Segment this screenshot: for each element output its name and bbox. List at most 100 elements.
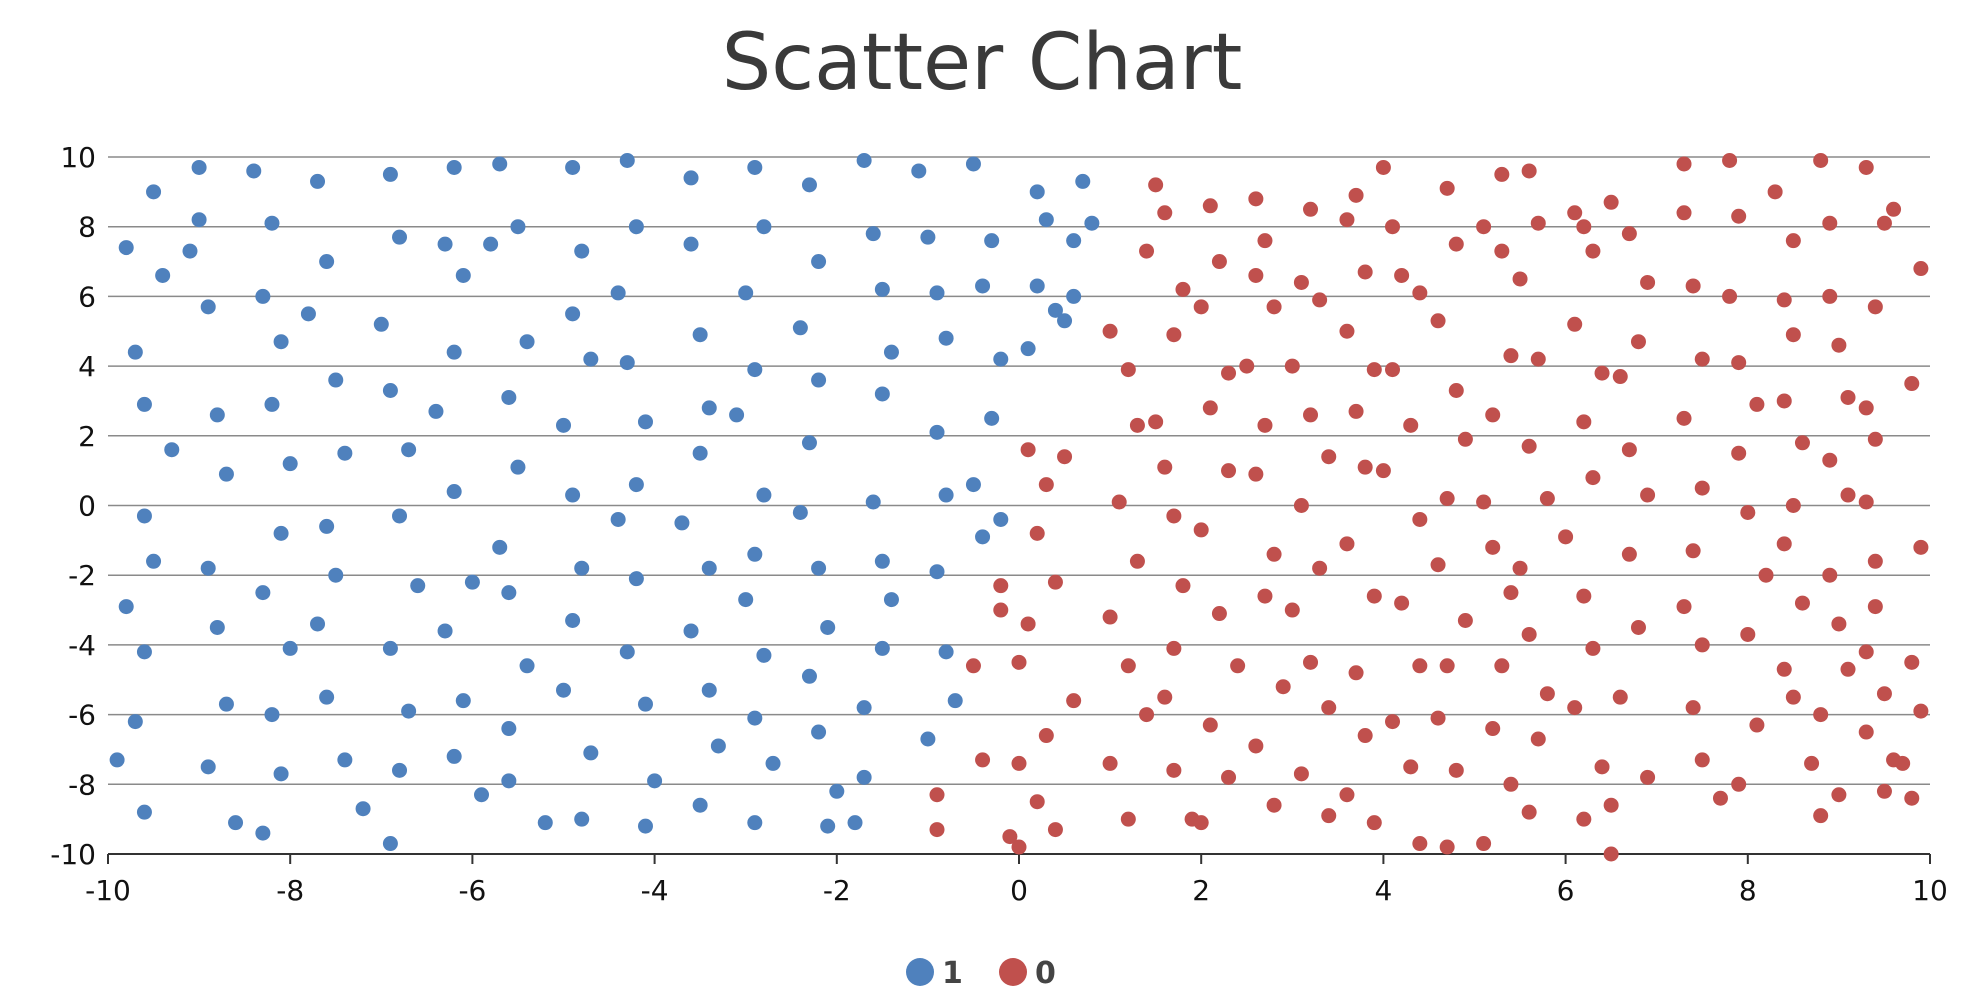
data-point-series-1 bbox=[118, 240, 134, 256]
data-point-series-1 bbox=[218, 696, 234, 712]
data-point-series-1 bbox=[947, 693, 963, 709]
data-point-series-0 bbox=[1476, 219, 1492, 235]
x-tick-label: 10 bbox=[1912, 874, 1948, 907]
data-point-series-1 bbox=[811, 254, 827, 270]
data-point-series-1 bbox=[637, 818, 653, 834]
data-point-series-0 bbox=[1867, 299, 1883, 315]
x-tick-label: 6 bbox=[1557, 874, 1575, 907]
data-point-series-0 bbox=[1129, 417, 1145, 433]
data-point-series-0 bbox=[1831, 787, 1847, 803]
data-point-series-1 bbox=[200, 560, 216, 576]
data-point-series-1 bbox=[437, 623, 453, 639]
data-point-series-0 bbox=[1685, 700, 1701, 716]
data-point-series-1 bbox=[127, 344, 143, 360]
data-point-series-1 bbox=[392, 229, 408, 245]
data-point-series-0 bbox=[1321, 700, 1337, 716]
data-point-series-0 bbox=[1038, 477, 1054, 493]
data-point-series-0 bbox=[1284, 602, 1300, 618]
data-point-series-0 bbox=[1303, 201, 1319, 217]
data-point-series-0 bbox=[929, 787, 945, 803]
data-point-series-0 bbox=[1904, 790, 1920, 806]
data-point-series-1 bbox=[984, 233, 1000, 249]
data-point-series-1 bbox=[628, 219, 644, 235]
data-point-series-0 bbox=[1731, 208, 1747, 224]
data-point-series-0 bbox=[1485, 721, 1501, 737]
data-point-series-0 bbox=[1567, 700, 1583, 716]
data-point-series-1 bbox=[792, 320, 808, 336]
data-point-series-1 bbox=[929, 424, 945, 440]
data-point-series-1 bbox=[610, 285, 626, 301]
data-point-series-0 bbox=[1876, 686, 1892, 702]
data-point-series-0 bbox=[1576, 811, 1592, 827]
data-point-series-0 bbox=[1676, 410, 1692, 426]
data-point-series-1 bbox=[747, 710, 763, 726]
data-point-series-1 bbox=[501, 585, 517, 601]
data-point-series-0 bbox=[1758, 567, 1774, 583]
data-point-series-0 bbox=[1011, 839, 1027, 855]
data-point-series-0 bbox=[929, 822, 945, 838]
data-point-series-1 bbox=[446, 484, 462, 500]
data-point-series-1 bbox=[1075, 173, 1091, 189]
data-point-series-1 bbox=[874, 553, 890, 569]
y-tick-label: -6 bbox=[68, 699, 96, 732]
data-point-series-0 bbox=[1303, 407, 1319, 423]
data-point-series-0 bbox=[1512, 560, 1528, 576]
data-point-series-0 bbox=[1603, 194, 1619, 210]
data-point-series-0 bbox=[1612, 689, 1628, 705]
data-point-series-0 bbox=[1002, 829, 1018, 845]
data-point-series-0 bbox=[993, 602, 1009, 618]
data-point-series-0 bbox=[1485, 407, 1501, 423]
data-point-series-0 bbox=[1120, 658, 1136, 674]
data-point-series-0 bbox=[1057, 449, 1073, 465]
data-point-series-1 bbox=[756, 487, 772, 503]
data-point-series-0 bbox=[1512, 271, 1528, 287]
data-point-series-1 bbox=[583, 351, 599, 367]
data-point-series-1 bbox=[993, 511, 1009, 527]
data-point-series-0 bbox=[1621, 442, 1637, 458]
data-point-series-0 bbox=[1157, 205, 1173, 221]
data-point-series-1 bbox=[738, 285, 754, 301]
data-point-series-0 bbox=[1339, 787, 1355, 803]
data-point-series-0 bbox=[1357, 264, 1373, 280]
data-point-series-1 bbox=[182, 243, 198, 259]
data-point-series-0 bbox=[1385, 362, 1401, 378]
data-point-series-1 bbox=[874, 386, 890, 402]
data-point-series-1 bbox=[1066, 288, 1082, 304]
data-point-series-1 bbox=[127, 714, 143, 730]
y-tick-label: -8 bbox=[68, 768, 96, 801]
data-point-series-0 bbox=[1166, 762, 1182, 778]
data-point-series-0 bbox=[1457, 431, 1473, 447]
data-point-series-1 bbox=[701, 560, 717, 576]
data-point-series-1 bbox=[1029, 184, 1045, 200]
data-point-series-1 bbox=[501, 389, 517, 405]
data-point-series-1 bbox=[1020, 341, 1036, 357]
data-point-series-0 bbox=[1293, 274, 1309, 290]
data-point-series-0 bbox=[1867, 431, 1883, 447]
data-point-series-1 bbox=[146, 184, 162, 200]
data-point-series-0 bbox=[1840, 487, 1856, 503]
data-point-series-0 bbox=[1749, 717, 1765, 733]
data-point-series-0 bbox=[1567, 316, 1583, 332]
data-point-series-1 bbox=[519, 658, 535, 674]
data-point-series-1 bbox=[519, 334, 535, 350]
data-point-series-0 bbox=[1412, 511, 1428, 527]
data-point-series-1 bbox=[136, 508, 152, 524]
data-point-series-1 bbox=[801, 435, 817, 451]
data-point-series-1 bbox=[574, 560, 590, 576]
data-point-series-1 bbox=[565, 613, 581, 629]
data-point-series-1 bbox=[510, 459, 526, 475]
data-point-series-0 bbox=[1585, 243, 1601, 259]
data-point-series-0 bbox=[1913, 539, 1929, 555]
x-tick-label: 4 bbox=[1374, 874, 1392, 907]
data-point-series-1 bbox=[920, 229, 936, 245]
data-point-series-0 bbox=[1221, 463, 1237, 479]
data-point-series-1 bbox=[255, 288, 271, 304]
data-point-series-1 bbox=[683, 623, 699, 639]
data-point-series-1 bbox=[1084, 215, 1100, 231]
data-point-series-0 bbox=[1157, 459, 1173, 475]
x-tick-label: -8 bbox=[276, 874, 304, 907]
data-point-series-0 bbox=[1785, 233, 1801, 249]
data-point-series-1 bbox=[255, 825, 271, 841]
data-point-series-0 bbox=[1539, 686, 1555, 702]
data-point-series-1 bbox=[701, 400, 717, 416]
